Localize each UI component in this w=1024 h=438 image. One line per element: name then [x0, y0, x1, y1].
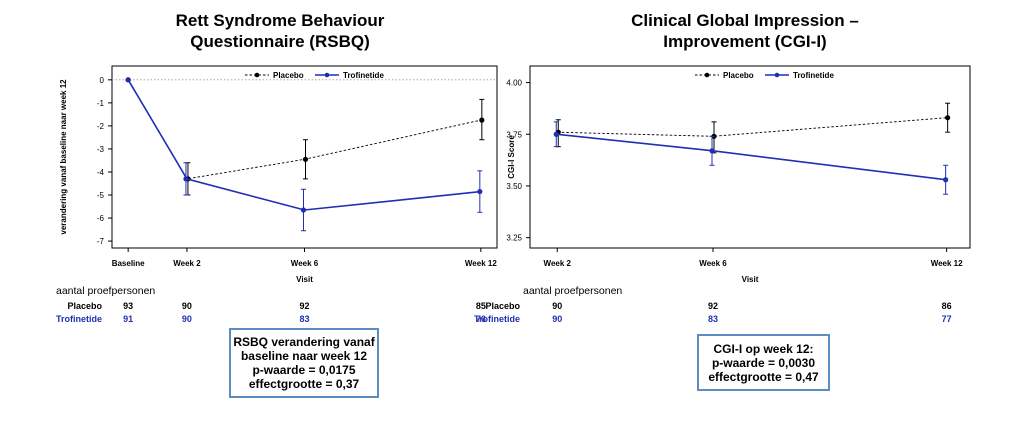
cgi-xtick-label: Week 12	[931, 259, 963, 268]
rsbq-trofinetide-point	[300, 207, 307, 213]
cgi-legend-placebo-marker	[704, 72, 710, 78]
cgi-subjects-placebo-label: Placebo	[485, 301, 520, 311]
rsbq-trofinetide-line	[127, 79, 481, 211]
rsbq-trofinetide-point	[183, 176, 189, 182]
cgi-plot-frame	[529, 65, 971, 249]
rsbq-placebo-point	[302, 156, 309, 162]
cgi-subjects-trofinetide-count: 90	[552, 314, 563, 324]
cgi-ytick-label: 3.25	[506, 234, 522, 243]
cgi-trofinetide-point	[943, 177, 949, 183]
rsbq-placebo-point	[479, 117, 485, 123]
cgi-title-line-1: Clinical Global Impression –	[631, 11, 859, 30]
rsbq-subjects-placebo-count: 90	[181, 301, 192, 311]
cgi-stats-line-1: CGI-I op week 12:	[713, 341, 814, 356]
rsbq-title-line-2: Questionnaire (RSBQ)	[190, 32, 370, 51]
rsbq-xtick-label: Week 6	[291, 259, 319, 268]
rsbq-xtick-label: Baseline	[112, 259, 145, 268]
cgi-placebo-point	[945, 115, 951, 121]
cgi-stats-line-2: p-waarde = 0,0030	[711, 355, 816, 370]
cgi-subjects-placebo-count: 92	[707, 301, 718, 311]
rsbq-yaxis-label: verandering vanaf baseline naar week 12	[59, 79, 68, 235]
rsbq-legend-trofinetide-marker	[324, 72, 330, 78]
rsbq-ytick-label: -2	[97, 122, 105, 131]
cgi-ytick-label: 4.00	[506, 79, 522, 88]
rsbq-subjects-title: aantal proefpersonen	[56, 285, 156, 297]
cgi-placebo-line	[557, 117, 947, 137]
rsbq-legend-placebo-label: Placebo	[273, 71, 304, 80]
cgi-subjects-placebo-count: 90	[552, 301, 563, 311]
rsbq-stats-line-1: RSBQ verandering vanaf	[233, 335, 375, 349]
rsbq-trofinetide-point	[477, 188, 483, 195]
rsbq-stats-line-2: baseline naar week 12	[240, 349, 368, 363]
rsbq-ytick-label: -7	[97, 237, 105, 246]
cgi-stats-box: CGI-I op week 12: p-waarde = 0,0030 effe…	[697, 334, 830, 391]
rsbq-subjects-trofinetide-label: Trofinetide	[55, 314, 102, 324]
rsbq-title-line-1: Rett Syndrome Behaviour	[175, 11, 385, 30]
rsbq-stats-box: RSBQ verandering vanaf baseline naar wee…	[229, 328, 379, 398]
rsbq-ytick-label: -1	[97, 99, 105, 108]
cgi-subjects-trofinetide-count: 83	[707, 314, 718, 324]
rsbq-trofinetide-point	[125, 77, 131, 83]
cgi-subjects-trofinetide-label: Trofinetide	[473, 314, 520, 324]
rsbq-stats-line-3: p-waarde = 0,0175	[252, 363, 356, 377]
cgi-xtick-label: Week 6	[699, 259, 727, 268]
rsbq-subjects-trofinetide-count: 76	[475, 314, 486, 324]
rsbq-subjects-placebo-label: Placebo	[67, 301, 102, 311]
rsbq-ytick-label: -5	[97, 191, 105, 200]
cgi-subjects-trofinetide-count: 77	[941, 314, 952, 324]
cgi-stats-line-3: effectgrootte = 0,47	[708, 369, 819, 384]
rsbq-subjects-placebo-count: 93	[123, 301, 134, 311]
cgi-xtick-label: Week 2	[544, 259, 572, 268]
rsbq-legend-placebo-marker	[254, 72, 260, 78]
rsbq-xtick-label: Week 12	[465, 259, 497, 268]
cgi-chart-title: Clinical Global Impression – Improvement…	[580, 10, 910, 52]
rsbq-stats-line-4: effectgrootte = 0,37	[248, 377, 360, 391]
rsbq-ytick-label: -3	[97, 145, 105, 154]
rsbq-xtick-label: Week 2	[173, 259, 201, 268]
cgi-ytick-label: 3.75	[506, 130, 522, 139]
cgi-trofinetide-line	[557, 133, 947, 181]
rsbq-placebo-line	[127, 79, 481, 180]
cgi-subjects-title: aantal proefpersonen	[523, 285, 623, 297]
rsbq-legend-trofinetide-label: Trofinetide	[343, 71, 384, 80]
cgi-subjects-placebo-count: 86	[941, 301, 952, 311]
rsbq-subjects-trofinetide-count: 91	[123, 314, 134, 324]
rsbq-ytick-label: -4	[97, 168, 105, 177]
rsbq-xaxis-label: Visit	[296, 275, 313, 284]
rsbq-subjects-placebo-count: 92	[299, 301, 310, 311]
rsbq-subjects-trofinetide-count: 90	[181, 314, 192, 324]
cgi-legend-trofinetide-marker	[774, 72, 780, 78]
cgi-ytick-label: 3.50	[506, 182, 522, 191]
cgi-yaxis-label: CGI-I Score	[507, 135, 516, 179]
cgi-legend-placebo-label: Placebo	[723, 71, 754, 80]
cgi-trofinetide-point	[709, 148, 715, 154]
rsbq-chart-title: Rett Syndrome Behaviour Questionnaire (R…	[130, 10, 430, 52]
cgi-trofinetide-point	[553, 131, 559, 137]
rsbq-ytick-label: -6	[97, 214, 105, 223]
cgi-title-line-2: Improvement (CGI-I)	[663, 32, 827, 51]
cgi-xaxis-label: Visit	[742, 275, 759, 284]
rsbq-subjects-placebo-count: 85	[475, 301, 486, 311]
cgi-legend-trofinetide-label: Trofinetide	[793, 71, 834, 80]
rsbq-subjects-trofinetide-count: 83	[299, 314, 310, 324]
rsbq-ytick-label: 0	[100, 76, 105, 85]
